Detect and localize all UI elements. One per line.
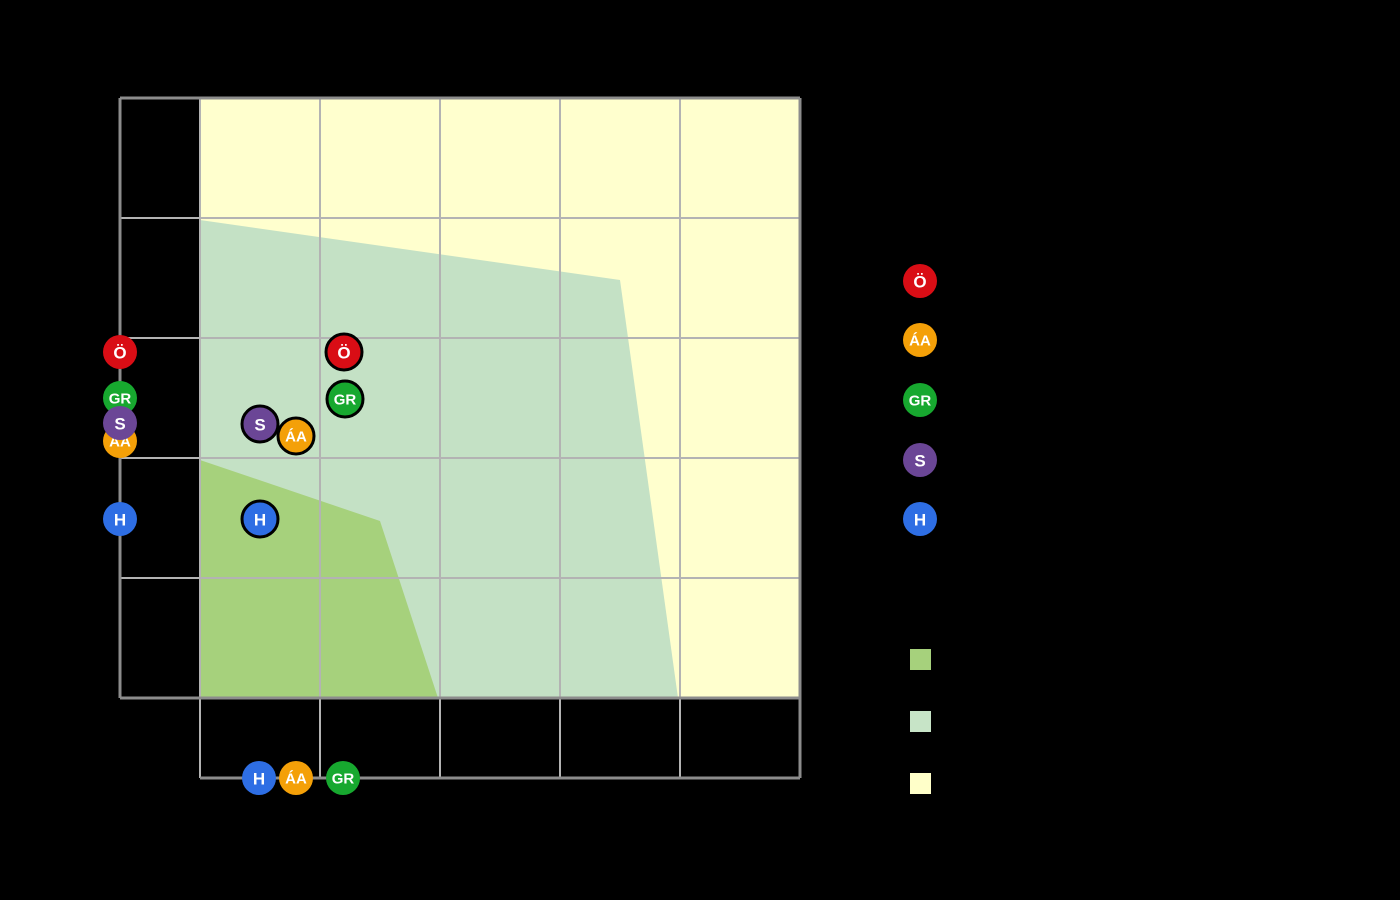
plot-point-h[interactable]: H (240, 499, 280, 539)
plot-point-áa-circle[interactable] (276, 416, 316, 456)
plot-point-s[interactable]: S (240, 404, 280, 444)
legend-item-áa-circle[interactable] (903, 323, 937, 357)
x-axis-marker-h-circle[interactable] (242, 761, 276, 795)
legend-item-h-circle[interactable] (903, 502, 937, 536)
legend-item-ö[interactable]: Ö (903, 264, 937, 298)
y-axis-marker-s[interactable]: S (103, 406, 137, 440)
y-axis-marker-h-circle[interactable] (103, 502, 137, 536)
plot-point-gr-circle[interactable] (325, 379, 365, 419)
legend-item-gr[interactable]: GR (903, 383, 937, 417)
legend-item-s[interactable]: S (903, 443, 937, 477)
plot-point-h-circle[interactable] (240, 499, 280, 539)
y-axis-marker-gr-circle[interactable] (103, 381, 137, 415)
middle-green-swatch (910, 711, 931, 732)
y-axis-marker-h[interactable]: H (103, 502, 137, 536)
y-axis-marker-ö-circle[interactable] (103, 335, 137, 369)
x-axis-marker-h[interactable]: H (242, 761, 276, 795)
plot-point-gr[interactable]: GR (325, 379, 365, 419)
x-axis-marker-gr-circle[interactable] (326, 761, 360, 795)
x-axis-marker-gr[interactable]: GR (326, 761, 360, 795)
legend-item-gr-circle[interactable] (903, 383, 937, 417)
outer-yellow-swatch (910, 773, 931, 794)
y-axis-marker-ö[interactable]: Ö (103, 335, 137, 369)
plot-point-ö[interactable]: Ö (324, 332, 364, 372)
plot-point-s-circle[interactable] (240, 404, 280, 444)
x-axis-marker-áa-circle[interactable] (279, 761, 313, 795)
legend-item-s-circle[interactable] (903, 443, 937, 477)
plot-point-áa[interactable]: ÁA (276, 416, 316, 456)
inner-green-swatch (910, 649, 931, 670)
legend-item-ö-circle[interactable] (903, 264, 937, 298)
legend-item-áa[interactable]: ÁA (903, 323, 937, 357)
x-axis-marker-áa[interactable]: ÁA (279, 761, 313, 795)
legend-item-h[interactable]: H (903, 502, 937, 536)
plot-point-ö-circle[interactable] (324, 332, 364, 372)
y-axis-marker-s-circle[interactable] (103, 406, 137, 440)
